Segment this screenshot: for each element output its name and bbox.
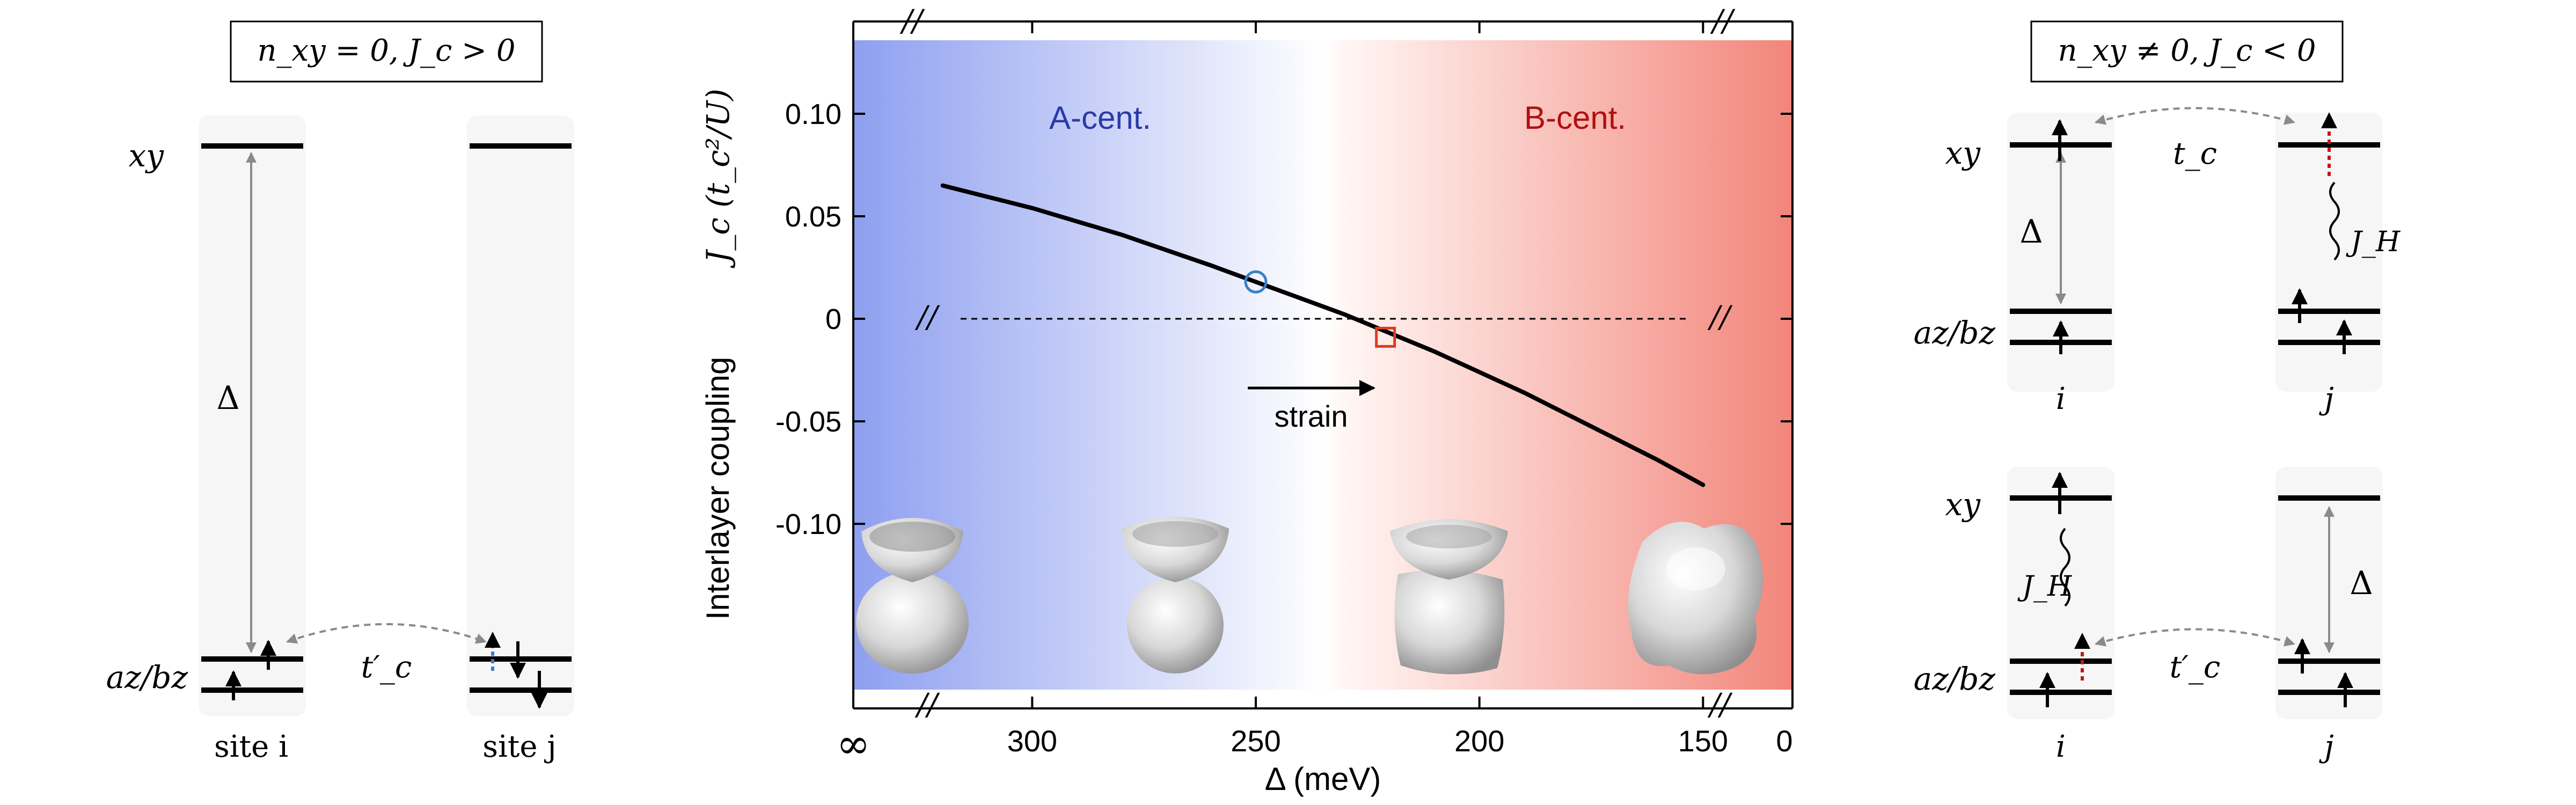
- bottom-site-j-label: j: [2318, 729, 2333, 764]
- bottom-tc-prime-label: t′_c: [2170, 650, 2221, 685]
- bottom-azbz-label: az/bz: [1914, 661, 1996, 697]
- top-xy-label: xy: [1945, 135, 1981, 171]
- orbital-shape-b-centered: [1628, 522, 1763, 674]
- left-delta-label: Δ: [216, 379, 239, 417]
- left-azbz-label: az/bz: [106, 659, 188, 696]
- x-axis-title: Δ (meV): [1265, 761, 1381, 797]
- top-azbz-label: az/bz: [1914, 314, 1996, 351]
- y-tick-label: -0.10: [775, 508, 841, 540]
- y-axis-title-plain: Interlayer coupling: [700, 357, 736, 620]
- top-jh-label: J_H: [2346, 226, 2401, 258]
- orbital-shape-intermediate-2: [1390, 519, 1508, 675]
- break-mark-mid-right: //: [1707, 300, 1733, 335]
- bottom-xy-label: xy: [1945, 486, 1981, 523]
- bottom-site-i-label: i: [2056, 729, 2066, 764]
- site-j-column: [467, 115, 574, 716]
- y-tick-label: -0.05: [775, 406, 841, 438]
- region-a-label: A-cent.: [1049, 100, 1151, 136]
- left-hopping-arrow: [287, 624, 486, 642]
- x-zero-label: 0: [1776, 724, 1792, 758]
- y-axis-title-math: J_c (t_c²/U): [700, 89, 736, 268]
- x-infinity-label: ∞: [836, 720, 870, 767]
- site-j-label: site j: [482, 729, 556, 764]
- bottom-hopping-arrow: [2096, 630, 2294, 645]
- break-mark-bottom-left: //: [914, 687, 940, 722]
- top-tc-label: t_c: [2173, 136, 2217, 171]
- left-tc-prime-label: t′_c: [361, 650, 412, 685]
- bottom-jh-label: J_H: [2017, 570, 2073, 603]
- orbital-shape-intermediate-1: [1122, 517, 1229, 674]
- y-tick-label: 0.05: [785, 201, 841, 233]
- x-tick-label: 250: [1231, 724, 1280, 758]
- y-tick-label: 0.10: [785, 98, 841, 130]
- left-xy-label: xy: [129, 137, 165, 174]
- strain-label: strain: [1275, 399, 1348, 433]
- bottom-delta-label: Δ: [2350, 565, 2373, 602]
- chart: // // // // // // ∞ 0 A-cent. B-cent. st…: [700, 4, 1793, 797]
- right-condition-label: n_xy ≠ 0, J_c < 0: [2058, 33, 2316, 68]
- y-tick-label: 0: [825, 303, 841, 335]
- region-b-label: B-cent.: [1524, 100, 1626, 136]
- break-mark-bottom-right: //: [1707, 687, 1733, 722]
- top-delta-label: Δ: [2019, 213, 2043, 251]
- left-panel: n_xy = 0, J_c > 0 xy az/bz Δ t′_c site i…: [106, 21, 574, 764]
- top-site-i-label: i: [2056, 382, 2066, 416]
- x-tick-label: 150: [1678, 724, 1728, 758]
- site-i-label: site i: [214, 729, 288, 764]
- left-condition-label: n_xy = 0, J_c > 0: [257, 33, 515, 68]
- break-mark-mid-left: //: [914, 300, 940, 335]
- break-mark-top-left: //: [899, 4, 925, 39]
- x-tick-label: 300: [1007, 724, 1057, 758]
- x-tick-label: 200: [1454, 724, 1504, 758]
- break-mark-top-right: //: [1710, 4, 1736, 39]
- top-hopping-arrow: [2096, 108, 2294, 123]
- right-panel: n_xy ≠ 0, J_c < 0 xy az/bz Δ J_H t_c i j: [1914, 21, 2401, 764]
- orbital-shape-a-centered: [856, 518, 969, 674]
